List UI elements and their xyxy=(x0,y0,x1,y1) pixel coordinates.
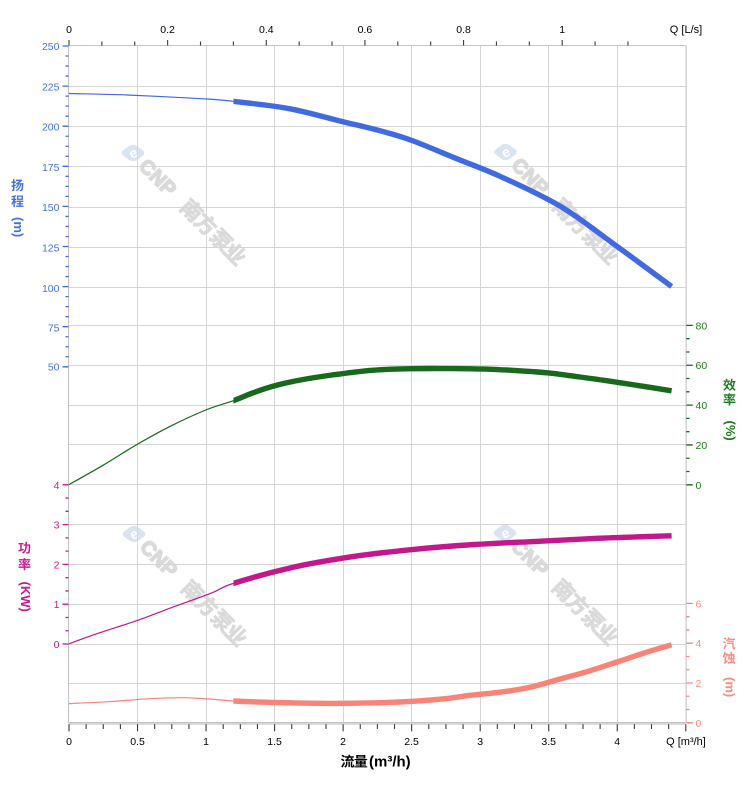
svg-text:1: 1 xyxy=(203,736,209,748)
svg-text:20: 20 xyxy=(696,440,708,452)
svg-text:1: 1 xyxy=(54,599,60,611)
svg-text:60: 60 xyxy=(696,360,708,372)
svg-text:1: 1 xyxy=(559,24,565,36)
svg-text:0: 0 xyxy=(696,718,702,730)
svg-text:3.5: 3.5 xyxy=(541,736,556,748)
svg-text:Q [m³/h]: Q [m³/h] xyxy=(666,736,706,748)
svg-text:0: 0 xyxy=(696,480,702,492)
svg-text:125: 125 xyxy=(42,243,60,255)
svg-text:(KW): (KW) xyxy=(18,582,33,612)
svg-text:4: 4 xyxy=(54,480,60,492)
svg-text:100: 100 xyxy=(42,283,60,295)
svg-text:50: 50 xyxy=(48,362,60,374)
svg-text:250: 250 xyxy=(42,41,60,53)
svg-text:225: 225 xyxy=(42,81,60,93)
svg-text:0.4: 0.4 xyxy=(259,24,274,36)
svg-text:200: 200 xyxy=(42,122,60,134)
svg-text:2.5: 2.5 xyxy=(404,736,419,748)
svg-text:(m): (m) xyxy=(11,217,26,237)
svg-text:0: 0 xyxy=(66,24,72,36)
svg-text:150: 150 xyxy=(42,202,60,214)
svg-text:(%): (%) xyxy=(723,421,738,441)
svg-text:(m³/h): (m³/h) xyxy=(369,754,411,771)
svg-text:1.5: 1.5 xyxy=(267,736,282,748)
svg-text:75: 75 xyxy=(48,322,60,334)
svg-text:0: 0 xyxy=(54,639,60,651)
svg-text:0.2: 0.2 xyxy=(160,24,175,36)
svg-text:Q [L/s]: Q [L/s] xyxy=(670,24,702,36)
svg-text:(m): (m) xyxy=(723,677,738,697)
svg-text:0.5: 0.5 xyxy=(130,736,145,748)
svg-text:6: 6 xyxy=(696,598,702,610)
svg-text:3: 3 xyxy=(54,520,60,532)
svg-text:3: 3 xyxy=(477,736,483,748)
svg-text:2: 2 xyxy=(696,678,702,690)
svg-text:40: 40 xyxy=(696,400,708,412)
svg-text:4: 4 xyxy=(696,638,702,650)
svg-text:2: 2 xyxy=(54,559,60,571)
svg-text:0: 0 xyxy=(66,736,72,748)
svg-text:2: 2 xyxy=(340,736,346,748)
svg-text:0.6: 0.6 xyxy=(358,24,373,36)
svg-text:80: 80 xyxy=(696,320,708,332)
svg-text:4: 4 xyxy=(614,736,620,748)
svg-text:0.8: 0.8 xyxy=(456,24,471,36)
svg-text:175: 175 xyxy=(42,162,60,174)
